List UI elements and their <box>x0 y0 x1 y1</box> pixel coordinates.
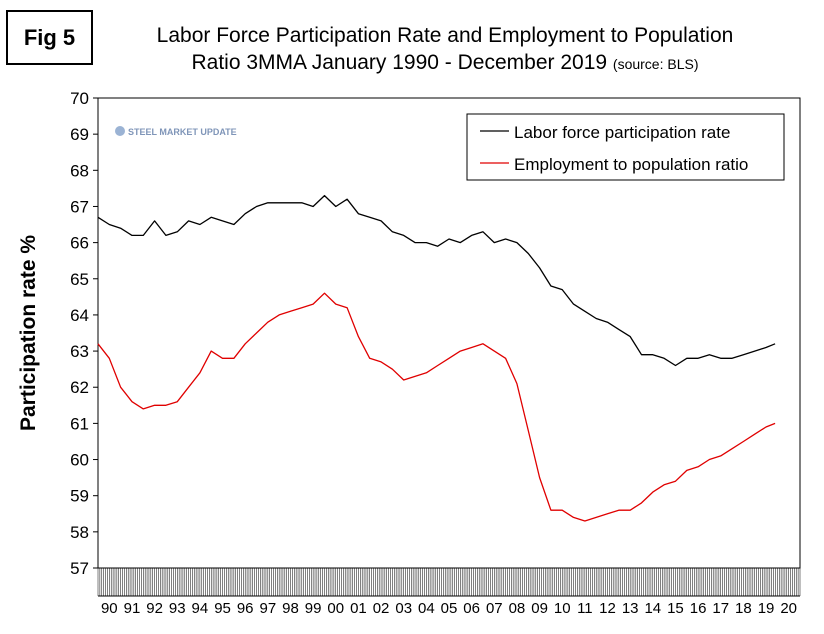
x-tick-label: 93 <box>169 600 186 617</box>
y-tick-label: 65 <box>70 270 89 289</box>
watermark-text: STEEL MARKET UPDATE <box>128 127 237 137</box>
y-tick-label: 61 <box>70 414 89 433</box>
chart-title-line-2: Ratio 3MMA January 1990 - December 2019 … <box>100 49 790 78</box>
figure-label: Fig 5 <box>6 10 93 65</box>
x-tick-label: 02 <box>373 600 390 617</box>
series-layer <box>97 194 776 522</box>
y-tick-label: 58 <box>70 523 89 542</box>
x-tick-label: 19 <box>758 600 775 617</box>
y-tick-label: 62 <box>70 378 89 397</box>
x-tick-label: 00 <box>327 600 344 617</box>
chart-title-source: (source: BLS) <box>612 56 699 72</box>
chart-title: Labor Force Participation Rate and Emplo… <box>100 22 790 78</box>
legend: Labor force participation rate Employmen… <box>466 113 785 181</box>
x-tick-label: 13 <box>622 600 639 617</box>
x-tick-label: 05 <box>441 600 458 617</box>
x-axis: 90 91 92 93 94 95 96 97 98 99 00 01 02 03 04 05 06 07 08 09… <box>97 568 801 617</box>
legend-label-lfpr: Labor force participation rate <box>514 123 730 142</box>
y-tick-label: 67 <box>70 197 89 216</box>
y-tick-label: 64 <box>70 306 89 325</box>
x-tick-label: 11 <box>577 600 593 617</box>
x-tick-label: 94 <box>192 600 209 617</box>
y-tick-label: 59 <box>70 487 89 506</box>
y-tick-label: 57 <box>70 559 89 578</box>
x-tick-label: 06 <box>463 600 480 617</box>
x-tick-label: 01 <box>350 600 367 617</box>
x-tick-label: 14 <box>644 600 661 617</box>
y-axis-label: Participation rate % <box>17 235 40 431</box>
x-tick-label: 15 <box>667 600 684 617</box>
y-axis: 57 58 59 60 61 62 63 64 65 66 67 68 69 70 <box>70 89 98 578</box>
y-tick-label: 60 <box>70 451 89 470</box>
x-tick-label: 96 <box>237 600 254 617</box>
chart-title-line-1: Labor Force Participation Rate and Emplo… <box>156 24 734 47</box>
y-tick-label: 66 <box>70 234 89 253</box>
x-tick-label: 08 <box>509 600 526 617</box>
x-tick-label: 18 <box>735 600 752 617</box>
y-tick-label: 63 <box>70 342 89 361</box>
x-tick-label: 99 <box>305 600 322 617</box>
series-line-labor-force-participation <box>97 194 776 367</box>
x-tick-label: 91 <box>124 600 141 617</box>
y-tick-label: 69 <box>70 125 89 144</box>
x-tick-label: 03 <box>395 600 412 617</box>
legend-label-epop: Employment to population ratio <box>514 155 748 174</box>
x-tick-label: 20 <box>780 600 797 617</box>
x-tick-label: 92 <box>146 600 163 617</box>
y-tick-label: 68 <box>70 161 89 180</box>
legend-box <box>466 113 785 181</box>
series-line-employment-to-population <box>97 292 776 522</box>
x-tick-label: 09 <box>531 600 548 617</box>
x-tick-label: 16 <box>690 600 707 617</box>
steel-market-update-logo: STEEL MARKET UPDATE <box>115 126 237 137</box>
chart-title-line-2-main: Ratio 3MMA January 1990 - December 2019 <box>191 51 608 74</box>
x-tick-label: 17 <box>712 600 729 617</box>
logo-mark-icon <box>115 126 125 136</box>
x-tick-label: 10 <box>554 600 571 617</box>
x-tick-label: 04 <box>418 600 435 617</box>
x-tick-label: 97 <box>259 600 276 617</box>
y-tick-label: 70 <box>70 89 89 108</box>
x-tick-label: 07 <box>486 600 503 617</box>
x-tick-label: 12 <box>599 600 616 617</box>
x-tick-label: 90 <box>101 600 118 617</box>
x-tick-label: 98 <box>282 600 299 617</box>
x-tick-label: 95 <box>214 600 231 617</box>
